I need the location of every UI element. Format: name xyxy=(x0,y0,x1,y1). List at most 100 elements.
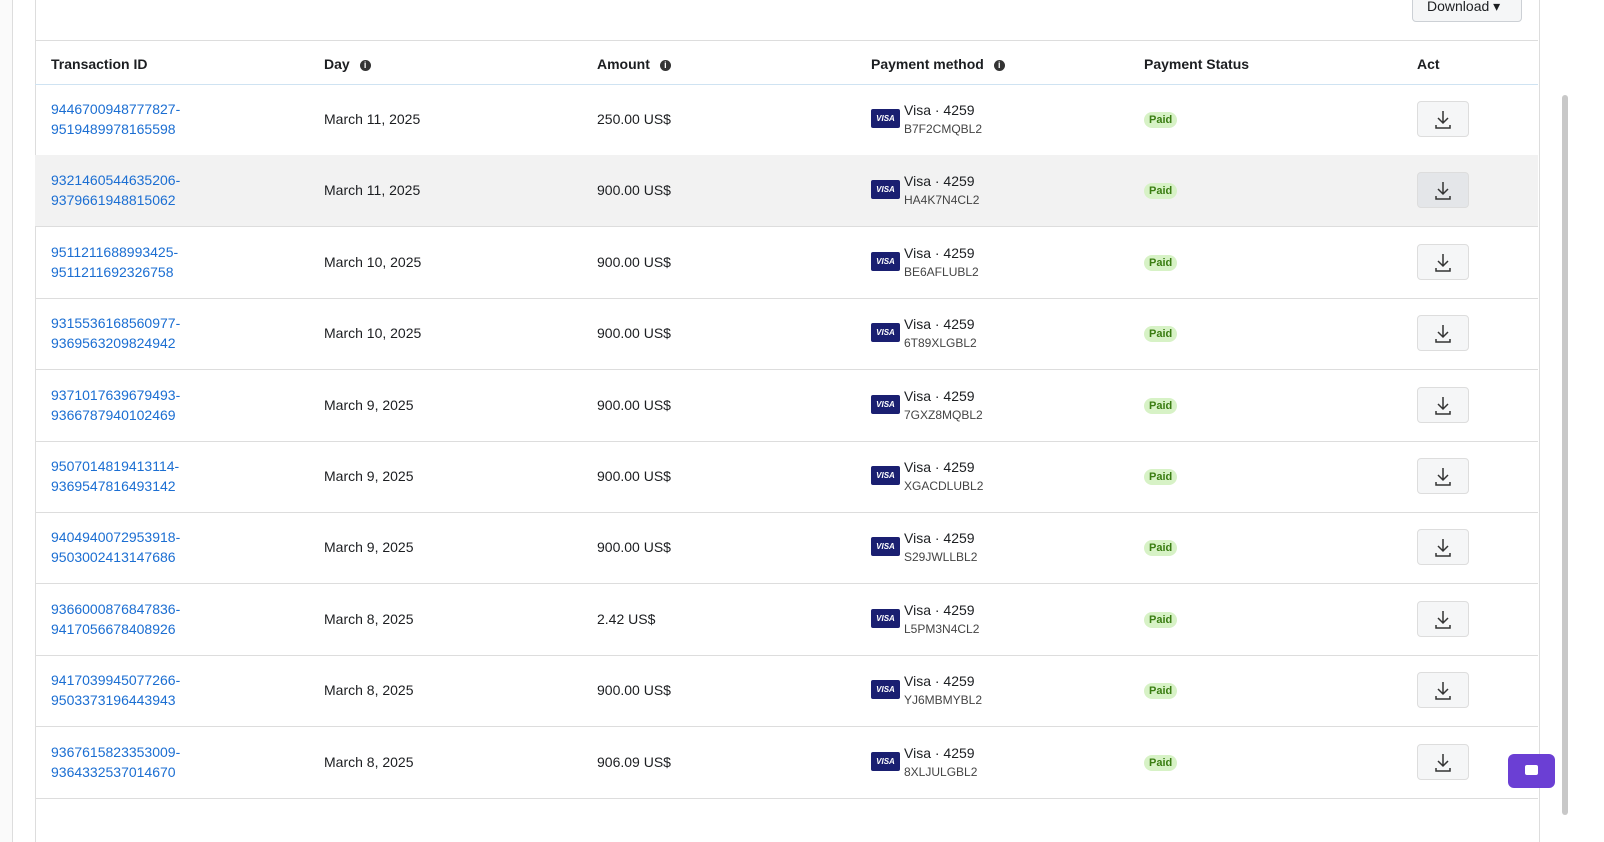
table-row: 9321460544635206-9379661948815062 March 1… xyxy=(35,155,1538,228)
column-label: Payment Status xyxy=(1144,56,1250,72)
download-button[interactable]: Download ▾ xyxy=(1412,0,1522,22)
download-receipt[interactable] xyxy=(1417,101,1469,137)
scrollbar[interactable] xyxy=(1562,95,1568,815)
column-label: Amount xyxy=(597,56,650,72)
download-receipt[interactable] xyxy=(1417,458,1469,494)
status-cell: Paid xyxy=(1144,538,1178,557)
card: Visa · 4259 xyxy=(904,316,975,333)
status-badge: Paid xyxy=(1144,683,1178,700)
card-code: YJ6MBMYBL2 xyxy=(904,693,983,708)
transaction-id[interactable]: 9315536168560977-9369563209824942 xyxy=(51,315,181,352)
download-receipt[interactable] xyxy=(1417,315,1469,352)
column-header: Payment method i xyxy=(871,41,1005,87)
transaction-id[interactable]: 9446700948777827-9519489978165598 xyxy=(51,101,181,137)
status-badge: Paid xyxy=(1144,397,1178,414)
download-icon xyxy=(1435,182,1451,201)
download-receipt[interactable] xyxy=(1417,243,1469,280)
day: March 8, 2025 xyxy=(324,753,414,770)
transaction-id[interactable]: 9507014819413114-9369547816493142 xyxy=(51,458,180,494)
table-row: 9404940072953918-9503002413147686 March 9… xyxy=(35,512,1538,585)
card-logo: VISA xyxy=(871,323,900,343)
download-receipt[interactable] xyxy=(1417,743,1469,780)
card-logo: VISA xyxy=(871,751,900,771)
download-receipt[interactable] xyxy=(1417,386,1469,423)
table-container xyxy=(35,0,1540,842)
card-logo: VISA xyxy=(871,466,900,485)
card-code: 7GXZ8MQBL2 xyxy=(904,407,983,422)
status-badge: Paid xyxy=(1144,540,1178,557)
card-code: 8XLJULGBL2 xyxy=(904,764,978,779)
status-badge: Paid xyxy=(1144,611,1178,628)
info-icon[interactable]: i xyxy=(359,59,371,71)
day: March 10, 2025 xyxy=(324,325,422,342)
amount: 250.00 US$ xyxy=(597,111,671,127)
column-label: Transaction ID xyxy=(51,56,148,72)
download-icon xyxy=(1435,111,1451,129)
table-header: Transaction ID Day i Amount i Payment method i… xyxy=(35,40,1538,85)
amount: 900.00 US$ xyxy=(597,682,671,699)
status-badge: Paid xyxy=(1144,469,1178,485)
card-code: HA4K7N4CL2 xyxy=(904,193,980,208)
download-label: Download xyxy=(1427,0,1490,14)
day: March 8, 2025 xyxy=(324,682,414,699)
card: Visa · 4259 xyxy=(904,744,975,761)
download-receipt[interactable] xyxy=(1417,600,1469,637)
table-row: 9417039945077266-9503373196443943 March 8… xyxy=(35,655,1538,728)
status-cell: Paid xyxy=(1144,324,1178,343)
chat-button[interactable] xyxy=(1508,754,1555,788)
amount: 900.00 US$ xyxy=(597,325,671,342)
download-icon xyxy=(1435,253,1451,272)
status-badge: Paid xyxy=(1144,183,1178,200)
amount: 900.00 US$ xyxy=(597,396,671,413)
status-cell: Paid xyxy=(1144,610,1178,628)
card-code: BE6AFLUBL2 xyxy=(904,264,979,279)
download-receipt[interactable] xyxy=(1417,529,1469,566)
table-row: 9371017639679493-9366787940102469 March 9… xyxy=(35,370,1538,442)
transaction-id[interactable]: 9366000876847836-9417056678408926 xyxy=(51,600,181,637)
transaction-id[interactable]: 9371017639679493-9366787940102469 xyxy=(51,386,181,423)
download-receipt[interactable] xyxy=(1417,172,1469,209)
transaction-id[interactable]: 9404940072953918-9503002413147686 xyxy=(51,529,181,566)
card: Visa · 4259 xyxy=(904,244,975,261)
info-icon[interactable]: i xyxy=(993,59,1005,71)
download-icon xyxy=(1435,325,1451,343)
status-cell: Paid xyxy=(1144,110,1178,128)
day: March 10, 2025 xyxy=(324,253,422,270)
transaction-id[interactable]: 9367615823353009-9364332537014670 xyxy=(51,743,181,780)
column-header: Amount i xyxy=(597,41,671,87)
card-logo: VISA xyxy=(871,608,900,628)
status-cell: Paid xyxy=(1144,253,1178,271)
table-row: 9507014819413114-9369547816493142 March 9… xyxy=(35,441,1538,513)
column-header: Act xyxy=(1417,41,1440,87)
day: March 9, 2025 xyxy=(324,539,414,556)
download-receipt[interactable] xyxy=(1417,672,1469,709)
transaction-id[interactable]: 9417039945077266-9503373196443943 xyxy=(51,672,181,709)
card-code: 6T89XLGBL2 xyxy=(904,336,977,351)
card-logo: VISA xyxy=(871,394,900,414)
column-label: Act xyxy=(1417,56,1440,72)
amount: 2.42 US$ xyxy=(597,610,656,627)
amount: 900.00 US$ xyxy=(597,539,671,556)
download-icon xyxy=(1435,610,1451,629)
amount: 900.00 US$ xyxy=(597,253,671,270)
card: Visa · 4259 xyxy=(904,673,975,690)
transaction-id[interactable]: 9321460544635206-9379661948815062 xyxy=(51,172,181,209)
info-icon[interactable]: i xyxy=(659,59,671,71)
status-badge: Paid xyxy=(1144,326,1178,343)
download-icon xyxy=(1435,682,1451,700)
table-row: 9446700948777827-9519489978165598 March 1… xyxy=(35,84,1538,156)
card-code: L5PM3N4CL2 xyxy=(904,621,980,636)
card: Visa · 4259 xyxy=(904,387,975,404)
table-row: 9511211688993425-9511211692326758 March 1… xyxy=(35,227,1538,299)
transaction-id[interactable]: 9511211688993425-9511211692326758 xyxy=(51,243,179,280)
day: March 9, 2025 xyxy=(324,468,414,484)
table-row: 9366000876847836-9417056678408926 March 8… xyxy=(35,584,1538,656)
download-icon xyxy=(1435,539,1451,558)
download-icon xyxy=(1435,396,1451,415)
column-label: Payment method xyxy=(871,56,984,72)
sidebar xyxy=(0,0,13,842)
card-logo: VISA xyxy=(871,109,900,128)
card: Visa · 4259 xyxy=(904,601,975,618)
day: March 11, 2025 xyxy=(324,111,421,127)
